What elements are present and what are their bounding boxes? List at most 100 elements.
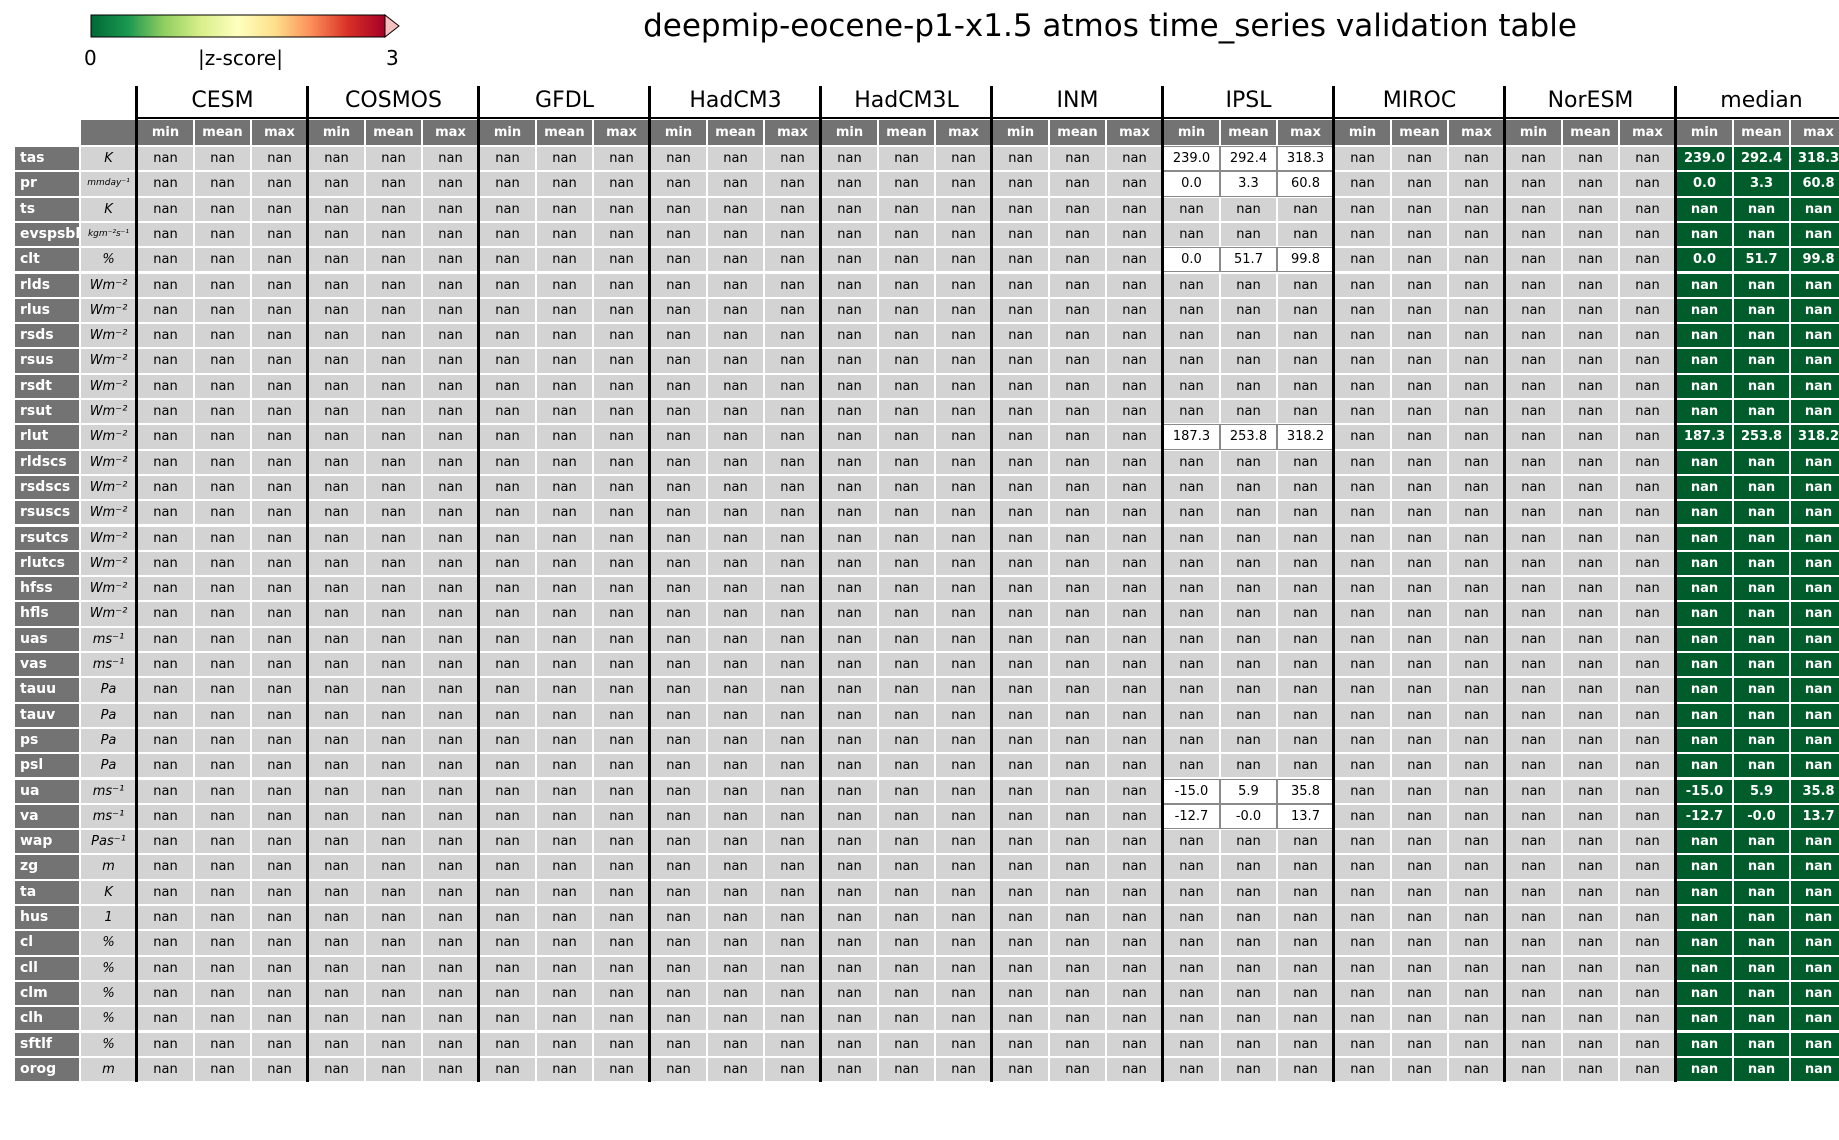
- table-cell: nan: [1163, 930, 1220, 956]
- table-cell: nan: [821, 854, 878, 880]
- row-label-psl: psl: [14, 753, 80, 779]
- table-cell: nan: [479, 753, 536, 779]
- stat-header-min: min: [1163, 119, 1220, 146]
- table-cell: nan: [479, 1031, 536, 1057]
- table-cell: nan: [1106, 196, 1163, 222]
- table-cell: nan: [251, 1056, 308, 1083]
- table-cell: nan: [935, 930, 992, 956]
- table-cell: nan: [1391, 879, 1448, 905]
- table-cell: nan: [365, 955, 422, 981]
- table-cell: nan: [1049, 449, 1106, 475]
- table-cell: nan: [1163, 753, 1220, 779]
- table-cell: nan: [1049, 247, 1106, 273]
- table-cell: nan: [1391, 399, 1448, 425]
- table-cell: nan: [1220, 601, 1277, 627]
- unit-label: 1: [80, 905, 137, 931]
- table-cell: nan: [593, 171, 650, 197]
- table-cell: nan: [878, 829, 935, 855]
- table-cell: nan: [308, 474, 365, 501]
- table-cell: nan: [536, 803, 593, 830]
- table-cell: nan: [422, 1006, 479, 1032]
- table-cell: nan: [1049, 272, 1106, 298]
- table-cell: nan: [1676, 348, 1733, 374]
- table-cell: nan: [479, 601, 536, 627]
- table-cell: nan: [365, 576, 422, 602]
- table-cell: nan: [1049, 1056, 1106, 1083]
- table-cell: nan: [1106, 601, 1163, 627]
- table-cell: nan: [1676, 474, 1733, 501]
- table-cell: nan: [992, 196, 1049, 222]
- table-cell: nan: [764, 829, 821, 855]
- table-cell: nan: [1505, 778, 1562, 804]
- table-cell: nan: [1790, 500, 1839, 526]
- table-cell: nan: [707, 1006, 764, 1032]
- table-cell: nan: [707, 727, 764, 754]
- table-cell: -0.0: [1733, 803, 1790, 830]
- table-cell: nan: [365, 171, 422, 197]
- table-cell: nan: [1790, 373, 1839, 399]
- table-cell: nan: [536, 196, 593, 222]
- table-cell: nan: [821, 980, 878, 1007]
- table-cell: nan: [194, 803, 251, 830]
- table-cell: nan: [1220, 221, 1277, 248]
- table-cell: nan: [935, 652, 992, 678]
- table-cell: nan: [992, 980, 1049, 1007]
- table-cell: nan: [764, 196, 821, 222]
- table-cell: nan: [308, 297, 365, 324]
- table-cell: nan: [1448, 702, 1505, 728]
- table-cell: nan: [764, 247, 821, 273]
- table-cell: nan: [194, 323, 251, 349]
- table-cell: nan: [878, 146, 935, 172]
- table-cell: nan: [992, 727, 1049, 754]
- table-cell: nan: [650, 221, 707, 248]
- table-cell: nan: [650, 1031, 707, 1057]
- table-cell: nan: [878, 1031, 935, 1057]
- table-cell: -12.7: [1163, 803, 1220, 830]
- unit-label: %: [80, 955, 137, 981]
- table-cell: 318.2: [1790, 424, 1839, 450]
- table-cell: nan: [194, 297, 251, 324]
- group-separator: [306, 86, 309, 1083]
- table-cell: nan: [536, 146, 593, 172]
- table-cell: nan: [1790, 272, 1839, 298]
- table-cell: nan: [1562, 500, 1619, 526]
- table-cell: nan: [194, 1031, 251, 1057]
- table-cell: nan: [1334, 221, 1391, 248]
- table-cell: nan: [251, 652, 308, 678]
- table-cell: nan: [1106, 677, 1163, 703]
- table-cell: nan: [1391, 474, 1448, 501]
- table-cell: nan: [593, 727, 650, 754]
- stat-header-max: max: [1790, 119, 1839, 146]
- table-cell: nan: [479, 297, 536, 324]
- table-cell: nan: [1163, 1031, 1220, 1057]
- zscore-colorbar: [90, 14, 400, 38]
- unit-label: Wm⁻²: [80, 348, 137, 374]
- table-cell: nan: [251, 727, 308, 754]
- table-cell: nan: [422, 272, 479, 298]
- table-cell: nan: [308, 677, 365, 703]
- table-cell: -15.0: [1163, 778, 1220, 804]
- table-cell: nan: [308, 1031, 365, 1057]
- table-cell: nan: [1562, 829, 1619, 855]
- table-cell: nan: [935, 854, 992, 880]
- table-cell: nan: [1277, 449, 1334, 475]
- table-cell: nan: [251, 677, 308, 703]
- stat-header-max: max: [593, 119, 650, 146]
- table-cell: nan: [1277, 550, 1334, 577]
- table-cell: nan: [650, 449, 707, 475]
- table-cell: nan: [878, 297, 935, 324]
- table-cell: nan: [137, 905, 194, 931]
- table-cell: nan: [821, 955, 878, 981]
- table-cell: nan: [1163, 1006, 1220, 1032]
- group-separator: [990, 86, 993, 1083]
- table-cell: nan: [1220, 399, 1277, 425]
- stat-header-mean: mean: [536, 119, 593, 146]
- table-cell: nan: [308, 727, 365, 754]
- table-cell: nan: [365, 247, 422, 273]
- group-separator: [819, 86, 822, 1083]
- table-cell: nan: [422, 905, 479, 931]
- table-cell: nan: [1448, 803, 1505, 830]
- table-cell: nan: [1277, 373, 1334, 399]
- table-cell: nan: [1220, 323, 1277, 349]
- table-cell: nan: [764, 272, 821, 298]
